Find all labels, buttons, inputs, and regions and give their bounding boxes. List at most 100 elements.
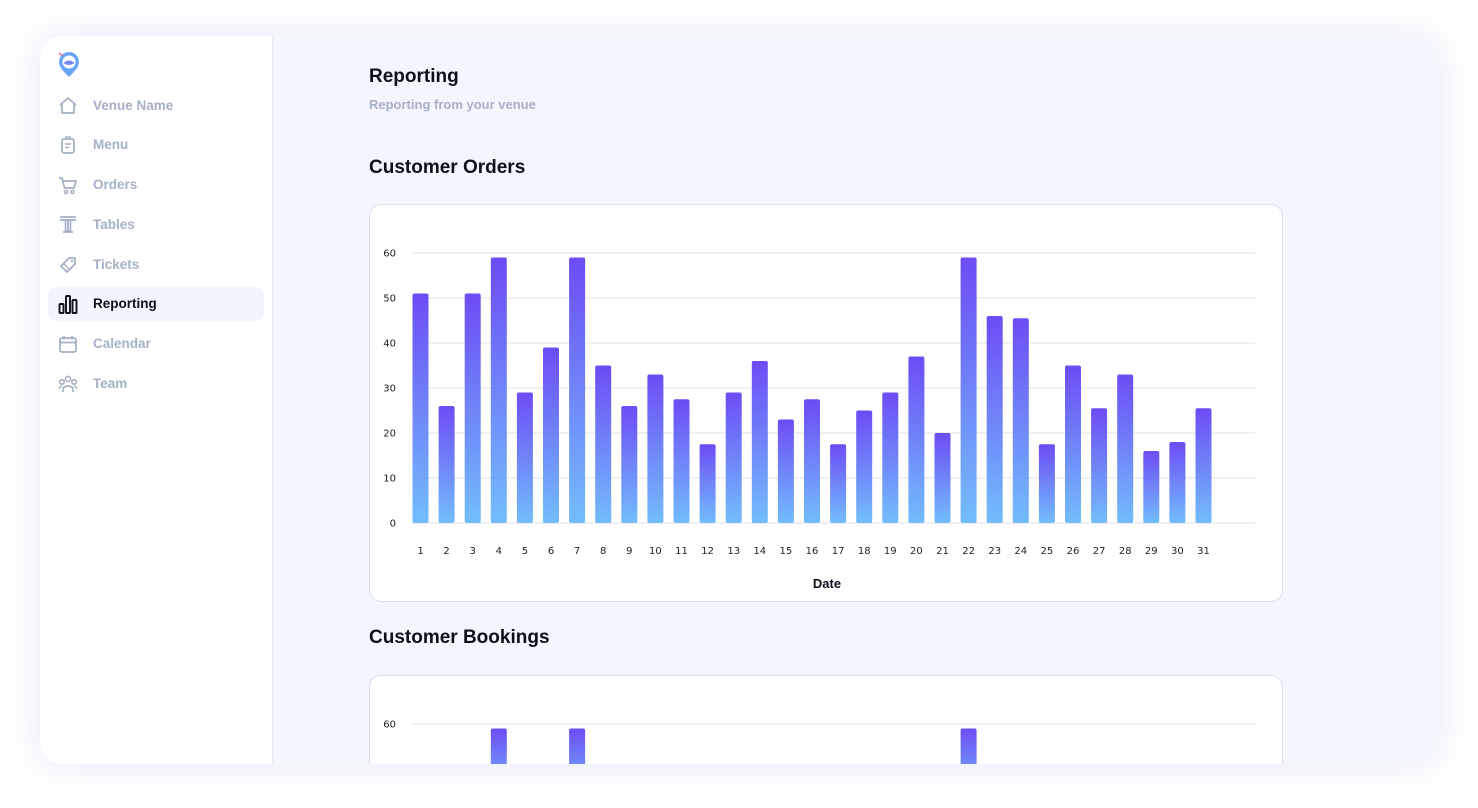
sidebar-item-calendar[interactable]: Calendar [48, 327, 264, 361]
x-tick-label: 8 [600, 546, 606, 557]
bar-25[interactable] [1038, 444, 1055, 523]
y-tick-label: 50 [383, 294, 396, 305]
sidebar-item-label: Calendar [93, 336, 151, 352]
page-subtitle: Reporting from your venue [369, 97, 536, 112]
sidebar-item-label: Reporting [93, 296, 157, 312]
x-tick-label: 10 [649, 546, 662, 557]
x-tick-label: 5 [522, 546, 528, 557]
bar-7[interactable] [569, 728, 586, 765]
sidebar-item-label: Venue Name [93, 97, 174, 113]
y-tick-label: 0 [390, 519, 396, 530]
bookings-chart: 60 [383, 720, 1255, 765]
main-content: Reporting Reporting from your venue Cust… [273, 36, 1438, 764]
bar-23[interactable] [986, 316, 1003, 523]
ticket-icon [57, 253, 79, 275]
sidebar-nav: Venue Name Menu Orders Tables Tickets Reporti… [48, 88, 264, 406]
bar-26[interactable] [1065, 365, 1081, 524]
sidebar-item-venue-name[interactable]: Venue Name [48, 88, 264, 122]
bar-15[interactable] [777, 419, 794, 524]
bar-1[interactable] [412, 293, 429, 524]
sidebar-item-tables[interactable]: Tables [48, 207, 264, 241]
bar-29[interactable] [1143, 451, 1160, 523]
bar-24[interactable] [1012, 318, 1029, 523]
sidebar-item-label: Orders [93, 177, 138, 193]
bar-19[interactable] [882, 392, 899, 524]
bar-12[interactable] [699, 444, 716, 523]
x-tick-label: 9 [626, 546, 632, 557]
y-tick-label: 10 [383, 474, 396, 485]
x-axis-title: Date [813, 576, 841, 591]
bar-21[interactable] [934, 433, 951, 523]
y-tick-label: 60 [383, 249, 396, 260]
bar-22[interactable] [960, 728, 977, 765]
team-icon [57, 373, 79, 395]
bar-14[interactable] [751, 361, 768, 523]
bar-22[interactable] [960, 257, 977, 524]
bar-4[interactable] [490, 257, 507, 524]
orders-chart-card: 0 10 20 30 40 50 60 1 2 3 4 5 6 7 8 9 10 11 12 13 14 15 16 17 18… [369, 204, 1283, 602]
sidebar-item-tickets[interactable]: Tickets [48, 247, 264, 281]
x-tick-label: 27 [1093, 546, 1106, 557]
x-tick-label: 18 [858, 546, 871, 557]
bookings-section-title: Customer Bookings [369, 627, 550, 648]
bar-10[interactable] [647, 374, 664, 524]
bar-8[interactable] [595, 365, 612, 524]
sidebar-item-label: Tickets [93, 256, 140, 272]
x-tick-label: 16 [806, 546, 819, 557]
bar-chart-icon [57, 293, 79, 315]
x-tick-label: 23 [988, 546, 1001, 557]
bar-2[interactable] [438, 406, 455, 523]
bar-18[interactable] [856, 410, 873, 524]
bar-7[interactable] [569, 257, 586, 524]
bar-6[interactable] [543, 347, 559, 524]
table-icon [57, 213, 79, 235]
bar-11[interactable] [673, 399, 690, 523]
bar-20[interactable] [908, 356, 925, 524]
menu-book-icon [57, 134, 79, 156]
x-tick-label: 13 [727, 546, 740, 557]
bar-3[interactable] [464, 293, 481, 524]
sidebar-item-label: Team [93, 376, 128, 392]
x-tick-label: 2 [443, 546, 449, 557]
x-tick-label: 29 [1145, 546, 1158, 557]
x-tick-label: 6 [548, 546, 554, 557]
bar-30[interactable] [1169, 442, 1186, 523]
x-tick-label: 19 [884, 546, 897, 557]
y-tick-label: 40 [383, 339, 396, 350]
x-tick-label: 25 [1041, 546, 1054, 557]
bar-17[interactable] [830, 444, 847, 523]
x-tick-label: 28 [1119, 546, 1132, 557]
x-tick-label: 24 [1014, 546, 1027, 557]
x-tick-label: 11 [675, 546, 688, 557]
cart-icon [57, 174, 79, 196]
bar-5[interactable] [516, 392, 533, 524]
x-tick-label: 21 [936, 546, 949, 557]
sidebar-item-menu[interactable]: Menu [48, 128, 264, 162]
sidebar-item-label: Tables [93, 216, 135, 232]
x-tick-label: 1 [417, 546, 423, 557]
sidebar-item-team[interactable]: Team [48, 367, 264, 401]
home-icon [57, 94, 79, 116]
x-tick-label: 15 [780, 546, 793, 557]
calendar-icon [57, 333, 79, 355]
page-title: Reporting [369, 66, 459, 87]
y-tick-label: 30 [383, 384, 396, 395]
bar-9[interactable] [621, 406, 638, 523]
sidebar-item-reporting[interactable]: Reporting [48, 286, 264, 321]
bar-4[interactable] [490, 728, 507, 765]
bar-28[interactable] [1117, 374, 1134, 524]
orders-section-title: Customer Orders [369, 157, 526, 178]
bar-31[interactable] [1195, 408, 1212, 523]
x-tick-label: 20 [910, 546, 923, 557]
logo-icon[interactable] [57, 52, 81, 78]
bar-13[interactable] [725, 392, 742, 524]
app-window: Venue Name Menu Orders Tables Tickets Reporti… [40, 36, 1438, 764]
sidebar: Venue Name Menu Orders Tables Tickets Reporti… [40, 36, 273, 764]
bar-16[interactable] [804, 399, 820, 523]
x-tick-label: 4 [496, 546, 502, 557]
sidebar-item-orders[interactable]: Orders [48, 168, 264, 202]
bar-27[interactable] [1091, 408, 1108, 523]
x-tick-label: 14 [753, 546, 766, 557]
x-tick-label: 22 [962, 546, 975, 557]
